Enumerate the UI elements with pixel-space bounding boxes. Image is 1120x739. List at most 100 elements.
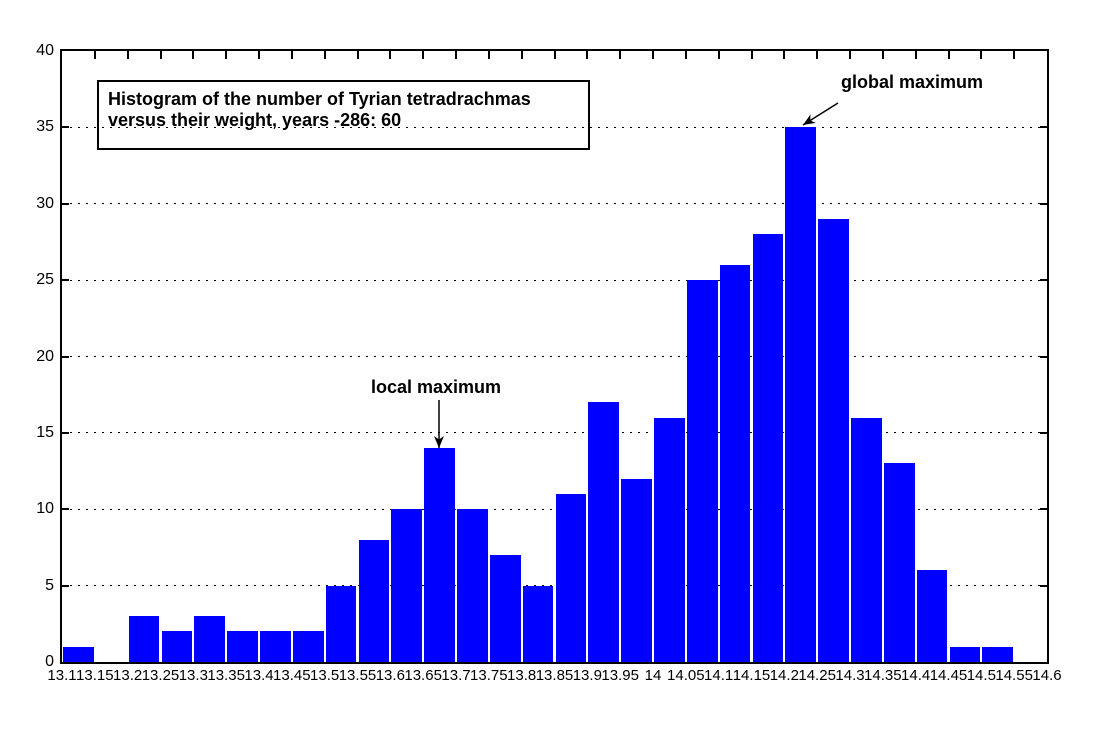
x-axis-tick: [881, 51, 884, 59]
gridline-15: [62, 432, 1047, 434]
histogram-bar: [424, 448, 455, 662]
x-axis-tick: [258, 51, 260, 59]
annotation-local-maximum: local maximum: [371, 377, 502, 397]
gridline-5: [62, 585, 1047, 587]
y-axis-tick: [1040, 202, 1047, 205]
x-tick-label: 13.75: [470, 667, 508, 684]
x-axis-tick: [290, 51, 293, 59]
x-tick-label: 14.3: [835, 667, 865, 684]
x-axis-tick: [323, 51, 326, 59]
x-tick-label: 14.15: [732, 667, 771, 684]
y-tick-label: 5: [45, 576, 54, 594]
x-axis-tick: [1013, 51, 1016, 59]
histogram-bar: [785, 127, 817, 662]
x-tick-label: 13.55: [338, 667, 377, 684]
x-tick-label: 14.25: [798, 667, 836, 684]
x-axis-tick: [389, 51, 392, 59]
x-axis-tick: [356, 51, 359, 59]
x-axis-tick: [159, 51, 162, 59]
x-axis-tick: [947, 51, 950, 59]
x-tick-label: 14.2: [769, 667, 799, 684]
histogram-bar: [916, 570, 948, 662]
plot-area: [60, 49, 1049, 664]
x-axis-tick: [849, 51, 851, 59]
annotation-global-maximum: global maximum: [841, 72, 984, 92]
y-axis-tick: [1040, 126, 1047, 129]
title-box: Histogram of the number of Tyrian tetrad…: [97, 80, 590, 150]
y-axis-tick: [1040, 355, 1047, 358]
y-tick-label: 10: [36, 500, 54, 518]
x-tick-label: 13.65: [404, 667, 442, 684]
x-tick-label: 14.1: [704, 667, 734, 684]
x-tick-label: 14.5: [966, 667, 996, 684]
x-tick-label: 13.35: [207, 667, 245, 684]
histogram-bar: [161, 631, 193, 662]
x-axis-tick: [225, 51, 228, 59]
histogram-bar: [949, 646, 981, 662]
x-tick-label: 13.5: [310, 667, 340, 684]
histogram-bar: [292, 631, 324, 662]
gridline-35: [62, 126, 1047, 128]
x-tick-label: 14.35: [864, 667, 902, 684]
histogram-bar: [621, 478, 652, 662]
x-axis-tick: [520, 51, 523, 59]
histogram-bar: [391, 509, 423, 662]
histogram-bar: [654, 417, 685, 662]
x-tick-label: 13.8: [507, 667, 537, 684]
title-line-1: Histogram of the number of Tyrian tetrad…: [108, 89, 531, 109]
y-axis-tick: [62, 202, 69, 205]
histogram-bar: [457, 509, 488, 662]
histogram-bar: [325, 585, 357, 662]
histogram-bar: [818, 219, 849, 662]
x-axis-tick: [192, 51, 195, 59]
x-tick-label: 14.4: [901, 667, 931, 684]
x-tick-label: 13.45: [273, 667, 311, 684]
y-tick-label: 0: [45, 653, 54, 670]
x-axis-tick: [487, 51, 490, 59]
gridline-30: [62, 203, 1047, 205]
histogram-bar: [260, 631, 291, 662]
x-axis-tick: [455, 51, 457, 59]
y-axis-tick: [62, 279, 69, 282]
x-tick-label: 14.05: [667, 667, 705, 684]
histogram-bar: [752, 234, 784, 662]
x-tick-label: 13.1: [47, 667, 77, 684]
y-axis-tick: [62, 508, 69, 511]
y-tick-label: 30: [36, 194, 54, 212]
y-axis-tick: [62, 431, 69, 434]
histogram-bar: [227, 631, 258, 662]
x-tick-label: 14.45: [929, 667, 968, 684]
y-tick-label: 15: [36, 423, 54, 441]
histogram-bar: [851, 417, 882, 662]
x-axis-tick: [783, 51, 786, 59]
y-axis-tick: [62, 355, 69, 358]
x-tick-label: 14.6: [1032, 667, 1062, 684]
gridline-10: [62, 508, 1047, 510]
title-line-2: versus their weight, years -286: 60: [108, 110, 402, 130]
x-tick-label: 13.85: [535, 667, 574, 684]
x-axis-tick: [980, 51, 983, 59]
x-axis-tick: [553, 51, 556, 59]
x-axis-tick: [914, 51, 917, 59]
x-axis-tick: [816, 51, 819, 59]
histogram-bar: [128, 616, 160, 662]
histogram-bar: [63, 646, 94, 662]
y-axis-tick: [1040, 279, 1047, 282]
gridline-20: [62, 356, 1047, 357]
histogram-bar: [194, 616, 226, 662]
x-tick-label: 13.15: [76, 667, 114, 684]
histogram-bar: [982, 646, 1014, 662]
histogram-bar: [588, 402, 620, 662]
histogram-bar: [522, 585, 554, 662]
y-tick-label: 25: [36, 271, 54, 289]
y-tick-label: 35: [36, 118, 54, 136]
y-axis-tick: [62, 126, 69, 129]
x-tick-label: 13.7: [441, 667, 471, 684]
x-axis-tick: [717, 51, 720, 59]
histogram-bar: [686, 280, 718, 662]
x-axis-tick: [586, 51, 589, 59]
x-axis-tick: [684, 51, 687, 59]
histogram-bar: [555, 493, 587, 662]
x-tick-label: 13.3: [178, 667, 208, 684]
